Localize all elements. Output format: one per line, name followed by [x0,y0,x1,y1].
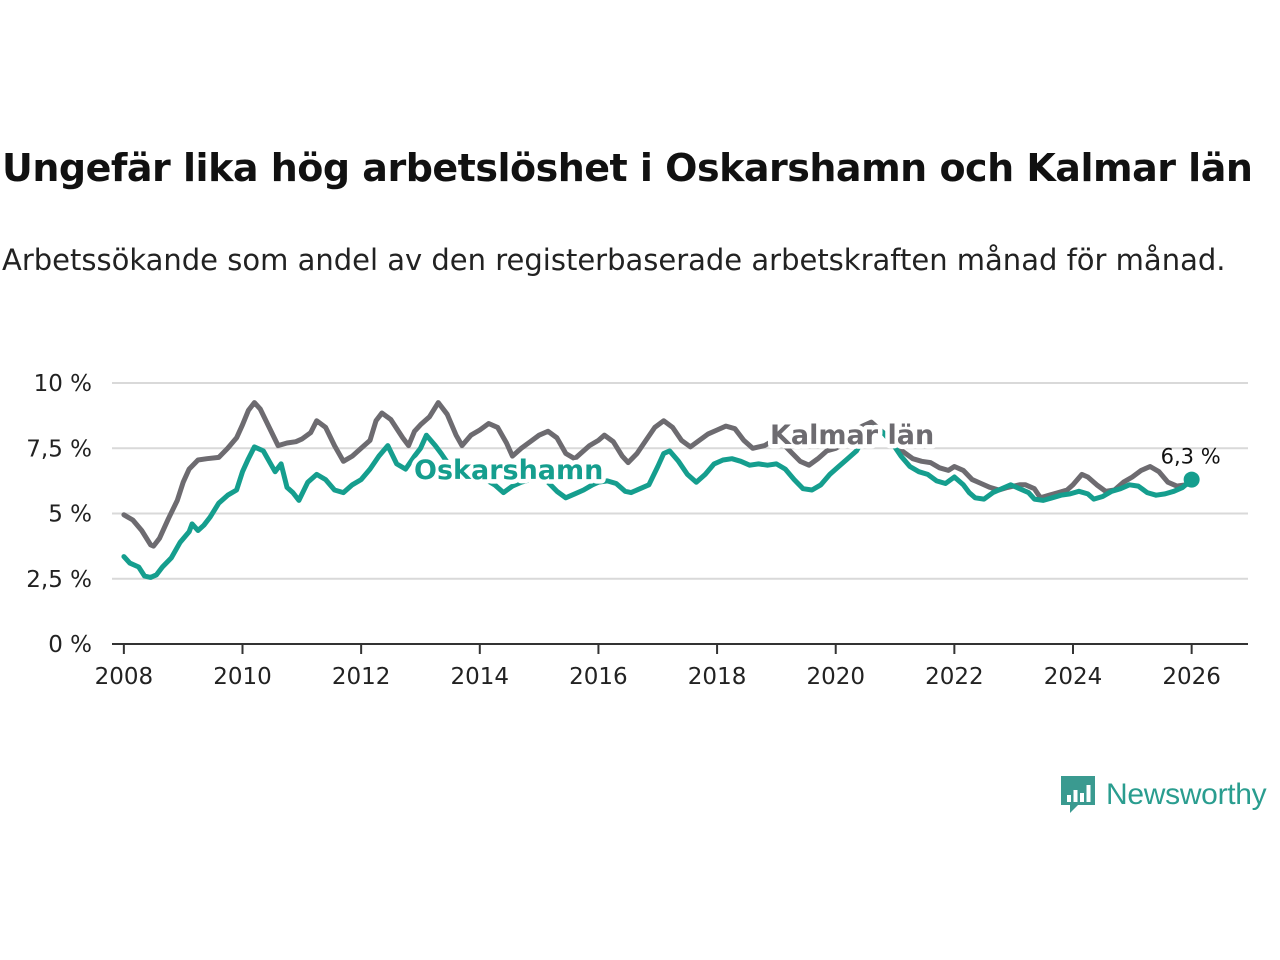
y-tick-label: 10 % [34,371,92,397]
y-tick-label: 2,5 % [26,567,92,593]
x-tick-label: 2022 [925,664,984,690]
y-tick-label: 5 % [48,502,92,528]
y-tick-label: 0 % [48,632,92,658]
x-tick-label: 2018 [688,664,747,690]
chart-title: Ungefär lika hög arbetslöshet i Oskarsha… [2,146,1253,190]
brand-name: Newsworthy [1106,778,1267,811]
x-tick-label: 2026 [1162,664,1221,690]
grid-lines: 0 % 2,5 % 5 % 7,5 % 10 % [26,371,1248,658]
chart-subtitle: Arbetssökande som andel av den registerb… [2,243,1226,277]
oskarshamn-series-label: Oskarshamn [414,455,603,486]
series-lines [121,400,1195,580]
x-tick-label: 2020 [806,664,865,690]
last-value-label: 6,3 % [1161,445,1221,469]
y-tick-label: 7,5 % [26,436,92,462]
oskarshamn-series-label-halo: Oskarshamn [414,455,603,486]
oskarshamn-line [121,424,1195,580]
x-tick-label: 2014 [451,664,510,690]
x-axis: 2008 2010 2012 2014 2016 2018 2020 2022 2024 2026 [95,643,1248,690]
newsworthy-logo-icon [1061,776,1095,813]
kalmar-series-label-halo: Kalmar län [770,420,934,451]
newsworthy-logo: Newsworthy [1058,773,1267,817]
kalmar-series-label: Kalmar län [770,420,934,451]
x-tick-label: 2024 [1044,664,1103,690]
x-tick-label: 2010 [213,664,272,690]
x-tick-label: 2008 [95,664,154,690]
x-tick-label: 2012 [332,664,391,690]
x-tick-label: 2016 [569,664,628,690]
oskarshamn-end-point [1183,471,1200,488]
